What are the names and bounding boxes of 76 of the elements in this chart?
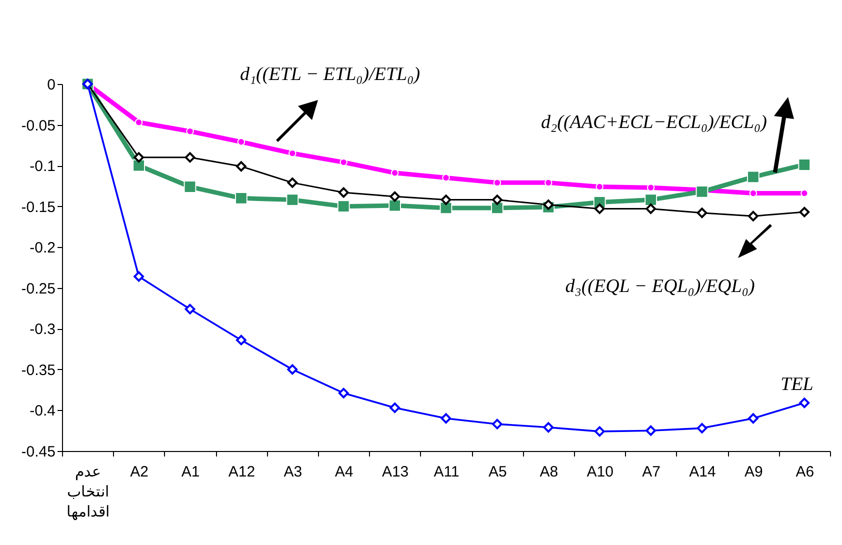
point	[390, 191, 400, 202]
point	[696, 422, 708, 434]
x-tick-label: A3	[284, 464, 302, 480]
y-tick-label: -0.3	[30, 321, 56, 338]
series-label: TEL	[780, 374, 814, 395]
x-tick-label: A13	[382, 464, 409, 480]
text: d₂((AAC+ECL−ECL₀)/ECL₀)	[541, 112, 767, 133]
x-tick-label: A6	[796, 464, 814, 480]
point	[236, 161, 246, 172]
point	[594, 426, 605, 437]
point	[594, 204, 605, 214]
point	[491, 202, 504, 214]
point	[646, 184, 655, 192]
point	[287, 364, 298, 375]
point	[184, 304, 196, 314]
legend-label: d₃((EQL − EQL₀)/EQL₀)	[565, 276, 755, 297]
point	[184, 180, 196, 193]
point	[800, 189, 808, 198]
point	[748, 210, 758, 222]
x-tick-label: A14	[689, 464, 716, 480]
point	[184, 152, 196, 163]
x-tick-label: A8	[540, 464, 558, 480]
point	[543, 200, 554, 210]
point	[492, 194, 502, 205]
point	[236, 334, 246, 346]
point	[646, 204, 656, 214]
x-tick-label: A4	[334, 464, 354, 480]
point	[237, 138, 246, 146]
point	[337, 200, 350, 213]
y-tick-label: -0.05	[21, 117, 56, 134]
point	[492, 418, 502, 430]
x-tick-label: عدم انتخاب اقدامها	[66, 464, 110, 520]
x-tick-label: A11	[434, 464, 460, 480]
point	[749, 189, 758, 198]
point	[235, 192, 248, 204]
point	[440, 413, 452, 424]
x-tick-label: A9	[744, 464, 763, 480]
point	[338, 388, 349, 398]
y-tick-label: 0	[47, 76, 56, 94]
point	[799, 206, 810, 218]
point	[390, 169, 399, 177]
point	[696, 208, 708, 218]
point	[388, 199, 401, 212]
point	[798, 158, 811, 171]
x-tick-label: A2	[130, 464, 148, 480]
point	[748, 413, 758, 424]
point	[442, 174, 450, 182]
point	[644, 194, 657, 206]
y-tick-label: -0.1	[30, 158, 56, 176]
y-tick-label: -0.4	[30, 402, 56, 420]
point	[286, 194, 299, 206]
point	[134, 271, 144, 282]
point	[134, 118, 143, 126]
point	[543, 422, 554, 433]
x-tick-label: A1	[181, 464, 200, 480]
point	[747, 170, 760, 184]
point	[440, 194, 452, 205]
y-tick-label: -0.25	[21, 280, 56, 298]
point	[596, 182, 604, 191]
x-tick-label: A10	[586, 464, 614, 480]
x-tick-label: A5	[488, 464, 507, 480]
point	[287, 178, 298, 188]
y-tick-label: -0.45	[21, 444, 56, 460]
y-tick-label: -0.15	[21, 198, 56, 216]
point	[338, 187, 349, 198]
y-tick-label: -0.2	[30, 240, 56, 257]
point	[799, 398, 810, 408]
point	[390, 402, 400, 413]
point	[134, 152, 144, 163]
x-tick-label: A12	[228, 464, 256, 480]
x-tick-label: A7	[642, 464, 660, 480]
y-tick-label: -0.35	[21, 362, 56, 379]
point	[132, 159, 145, 172]
point	[646, 425, 656, 436]
text: d₁((ETL − ETL₀)/ETL₀)	[240, 64, 420, 85]
point	[696, 185, 708, 198]
